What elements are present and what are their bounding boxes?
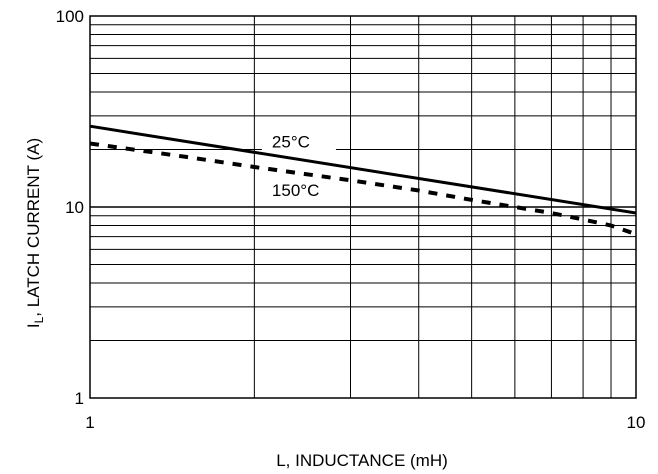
x-tick-label: 1: [85, 413, 94, 432]
x-axis-label: L, INDUCTANCE (mH): [276, 451, 448, 470]
series-label-background: [261, 180, 336, 203]
y-axis-label-sub: L: [32, 316, 46, 323]
series-label: 150°C: [272, 181, 319, 200]
y-tick-label: 100: [56, 7, 84, 26]
y-axis-label: IL, LATCH CURRENT (A): [24, 138, 46, 328]
x-tick-label: 10: [627, 413, 646, 432]
series-label-background: [261, 131, 336, 154]
y-tick-label: 1: [75, 389, 84, 408]
series-line: [89, 141, 637, 237]
curve-labels: 25°C 150°C: [272, 132, 319, 200]
label-backgrounds: [261, 131, 336, 203]
series-line: [89, 124, 637, 215]
y-axis-label-rest: , LATCH CURRENT (A): [24, 138, 43, 317]
curves: [89, 124, 637, 237]
tick-labels: 1 10 1 10 100: [56, 7, 646, 432]
plot-frame: [89, 15, 637, 399]
grid: [90, 16, 636, 398]
series-label: 25°C: [272, 132, 310, 151]
y-axis-label-main: I: [24, 323, 43, 328]
y-tick-label: 10: [65, 198, 84, 217]
